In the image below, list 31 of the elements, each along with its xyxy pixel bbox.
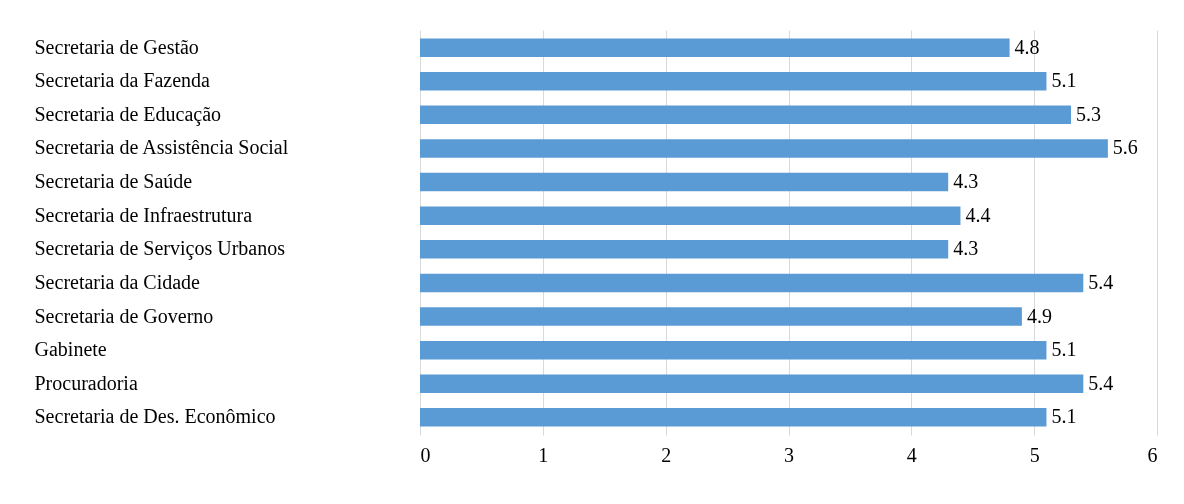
y-tick-label: Secretaria de Infraestrutura [34,203,253,226]
y-tick-label: Secretaria de Serviços Urbanos [34,237,286,261]
y-tick-label: Procuradoria [34,371,138,394]
data-label: 4.8 [1014,35,1040,58]
y-tick-label: Secretaria de Des. Econômico [34,405,276,428]
data-label: 4.9 [1026,304,1052,327]
y-tick-label: Secretaria da Cidade [34,270,201,293]
data-label: 5.3 [1076,102,1102,125]
y-tick-label: Secretaria de Saúde [34,170,193,193]
x-tick-label: 1 [538,443,549,466]
data-label: 5.1 [1051,405,1077,428]
x-tick-label: 5 [1029,443,1040,466]
x-tick-label: 0 [420,443,431,466]
data-label: 4.4 [965,203,991,226]
y-tick-label: Gabinete [34,338,107,361]
data-label: 4.3 [953,237,979,260]
y-tick-label: Secretaria de Educação [34,102,222,126]
y-tick-label: Secretaria de Governo [34,304,214,327]
y-tick-label: Secretaria de Assistência Social [34,136,289,159]
y-tick-label: Secretaria da Fazenda [34,69,211,92]
data-label: 5.4 [1088,371,1114,394]
data-label: 5.6 [1112,136,1138,159]
data-label: 5.1 [1051,338,1077,361]
data-label: 5.4 [1088,270,1114,293]
y-tick-label: Secretaria de Gestão [34,35,199,58]
x-tick-label: 6 [1147,443,1158,466]
data-label: 4.3 [953,170,979,193]
x-tick-label: 2 [661,443,672,466]
x-tick-label: 3 [784,443,794,466]
data-label: 5.1 [1051,69,1077,92]
x-tick-label: 4 [906,443,917,466]
